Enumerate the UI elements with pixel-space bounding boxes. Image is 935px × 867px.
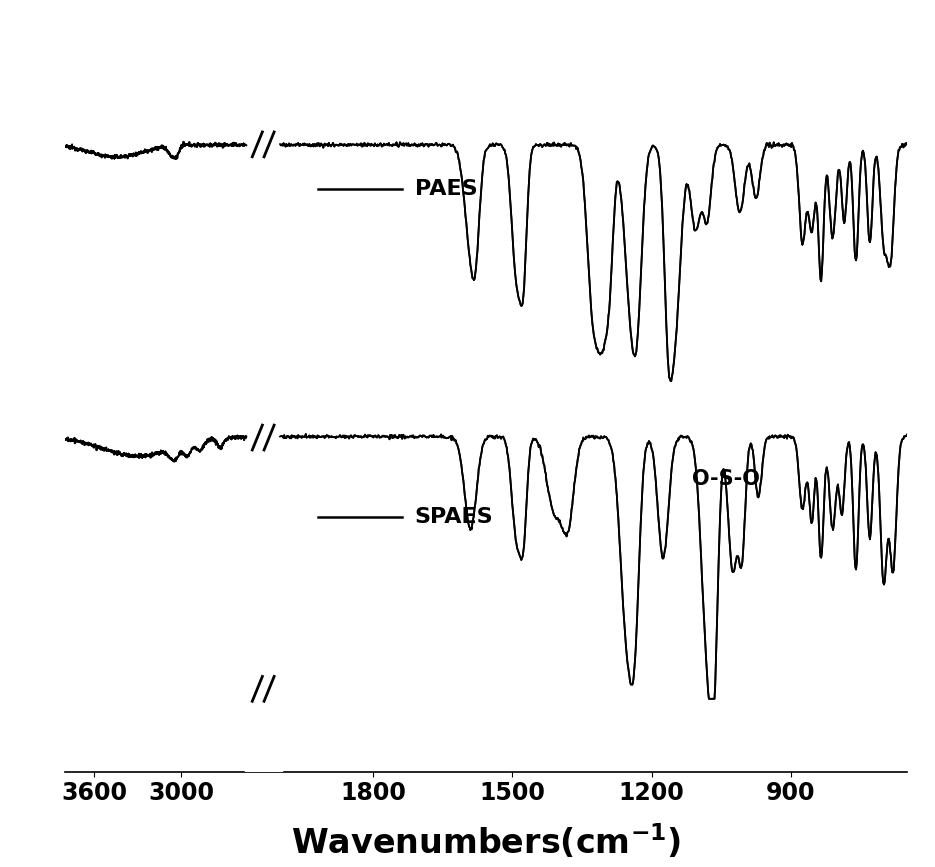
X-axis label: $\bf{Wavenumbers(cm^{-1})}$: $\bf{Wavenumbers(cm^{-1})}$ <box>291 822 682 861</box>
Text: SPAES: SPAES <box>414 506 494 527</box>
Bar <box>245 0 281 788</box>
Text: PAES: PAES <box>414 179 477 199</box>
Text: O-S-O: O-S-O <box>692 468 759 489</box>
